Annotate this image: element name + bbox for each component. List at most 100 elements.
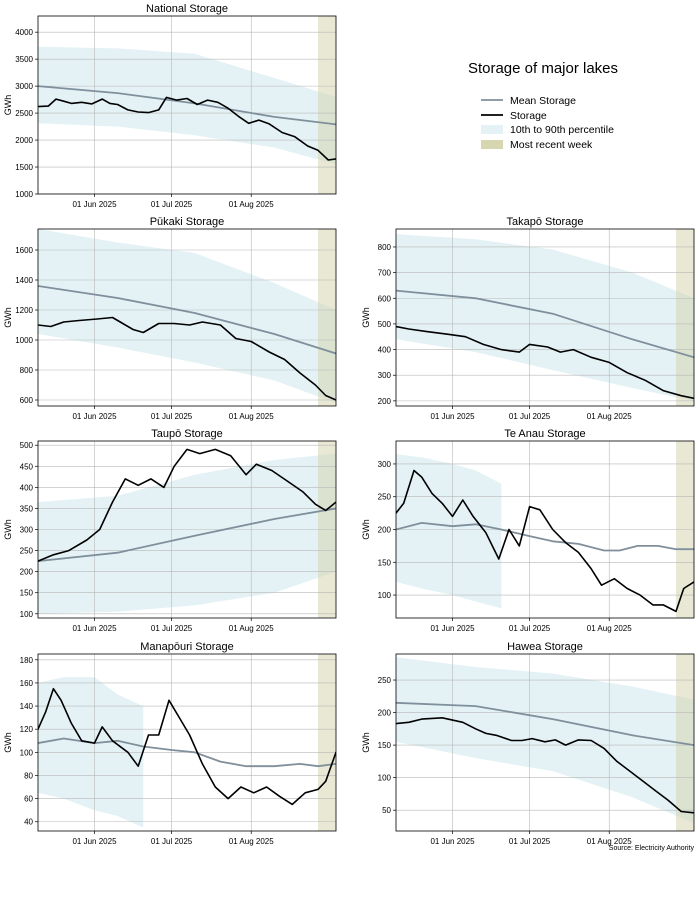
plot-area — [38, 229, 336, 406]
x-tick-label: 01 Jul 2025 — [151, 412, 193, 421]
legend-item-storage: Storage — [481, 110, 547, 122]
y-tick-label: 80 — [24, 771, 33, 780]
y-tick-label: 100 — [378, 591, 392, 600]
storage-line — [38, 687, 336, 806]
y-tick-label: 1600 — [15, 246, 33, 255]
x-tick-label: 01 Jun 2025 — [72, 837, 117, 846]
y-tick-label: 200 — [20, 568, 34, 577]
percentile-band — [38, 229, 336, 403]
chart-panels: 1000 1500 2000 2500 3000 3500 4000 01 Jun 2025 0… — [3, 3, 695, 846]
plot-frame — [37, 228, 337, 407]
x-tick-label: 01 Jul 2025 — [509, 837, 551, 846]
y-tick-label: 300 — [378, 371, 392, 380]
x-tick-label: 01 Jun 2025 — [430, 412, 475, 421]
plot-frame — [37, 653, 337, 832]
y-tick-label: 250 — [378, 676, 392, 685]
mean-storage-line — [38, 507, 336, 562]
storage-line — [396, 717, 694, 814]
recent-week-shade — [676, 654, 694, 831]
plot-frame — [395, 653, 695, 832]
y-axis-label: GWh — [361, 307, 371, 328]
x-tick-label: 01 Jun 2025 — [72, 624, 117, 633]
y-tick-label: 1500 — [15, 163, 33, 172]
y-tick-label: 150 — [378, 741, 392, 750]
y-tick-label: 1000 — [15, 190, 33, 199]
y-tick-label: 450 — [20, 462, 34, 471]
x-tick-label: 01 Jul 2025 — [151, 837, 193, 846]
panel-title: Taupō Storage — [151, 428, 223, 440]
y-tick-label: 4000 — [15, 28, 33, 37]
y-tick-label: 400 — [378, 346, 392, 355]
storage-line — [396, 469, 694, 613]
y-tick-label: 160 — [20, 679, 34, 688]
x-tick-label: 01 Jun 2025 — [72, 412, 117, 421]
legend-recent-week-swatch — [481, 140, 503, 149]
y-axis-label: GWh — [3, 519, 13, 540]
storage-line — [38, 96, 336, 161]
mean-storage-line — [396, 701, 694, 746]
mean-storage-line — [396, 289, 694, 359]
y-tick-label: 700 — [378, 269, 392, 278]
x-tick-label: 01 Aug 2025 — [587, 624, 632, 633]
recent-week-shade — [318, 654, 336, 831]
y-tick-label: 1200 — [15, 306, 33, 315]
legend-item-mean-storage: Mean Storage — [481, 95, 576, 107]
y-tick-label: 250 — [20, 547, 34, 556]
y-tick-label: 300 — [20, 526, 34, 535]
plot-frame — [37, 15, 337, 195]
panel-title: National Storage — [146, 3, 228, 15]
x-tick-label: 01 Jul 2025 — [509, 412, 551, 421]
legend-label-percentile-band: 10th to 90th percentile — [510, 124, 614, 136]
plot-area — [38, 16, 336, 194]
y-tick-label: 800 — [378, 243, 392, 252]
y-tick-label: 3000 — [15, 82, 33, 91]
y-tick-label: 120 — [20, 725, 34, 734]
panel-title: Manapōuri Storage — [140, 641, 234, 653]
percentile-band — [396, 657, 694, 824]
storage-line — [38, 316, 336, 401]
legend-item-percentile-band: 10th to 90th percentile — [481, 124, 614, 136]
y-tick-label: 2500 — [15, 109, 33, 118]
panel-te-anau-storage: 100 150 200 250 300 01 Jun 2025 01 Jul 2025 01 … — [361, 428, 695, 633]
y-axis-label: GWh — [3, 732, 13, 753]
legend: Storage of major lakes Mean Storage Stor… — [468, 60, 618, 151]
panel-national-storage: 1000 1500 2000 2500 3000 3500 4000 01 Jun 2025 0… — [3, 3, 337, 209]
y-tick-label: 800 — [20, 366, 34, 375]
y-tick-label: 200 — [378, 526, 392, 535]
storage-line — [38, 448, 336, 562]
y-tick-label: 400 — [20, 483, 34, 492]
recent-week-shade — [318, 16, 336, 194]
plot-area — [396, 441, 694, 618]
x-tick-label: 01 Aug 2025 — [229, 200, 274, 209]
legend-label-recent-week: Most recent week — [510, 139, 593, 151]
x-tick-label: 01 Jun 2025 — [430, 837, 475, 846]
y-tick-label: 1000 — [15, 336, 33, 345]
panel-title: Takapō Storage — [506, 216, 583, 228]
x-tick-label: 01 Aug 2025 — [229, 837, 274, 846]
storage-line — [396, 325, 694, 400]
percentile-band — [38, 453, 336, 614]
legend-item-recent-week: Most recent week — [481, 139, 593, 151]
y-tick-label: 500 — [20, 441, 34, 450]
y-tick-label: 250 — [378, 493, 392, 502]
y-tick-label: 600 — [20, 396, 34, 405]
y-tick-label: 100 — [378, 774, 392, 783]
y-axis-label: GWh — [3, 307, 13, 328]
y-tick-label: 180 — [20, 656, 34, 665]
y-axis-label: GWh — [3, 95, 13, 116]
x-tick-label: 01 Aug 2025 — [587, 412, 632, 421]
panel-title: Pūkaki Storage — [150, 216, 225, 228]
legend-label-mean-storage: Mean Storage — [510, 95, 576, 107]
x-tick-label: 01 Jun 2025 — [430, 624, 475, 633]
plot-area — [396, 654, 694, 831]
panel-manapouri-storage: 40 60 80 100 120 140 160 180 01 Jun 2025 01 Jul 2… — [3, 641, 337, 846]
y-tick-label: 140 — [20, 702, 34, 711]
percentile-band — [38, 46, 336, 165]
plot-area — [38, 654, 336, 831]
plot-area — [38, 441, 336, 618]
y-tick-label: 300 — [378, 460, 392, 469]
y-tick-label: 350 — [20, 504, 34, 513]
y-tick-label: 150 — [20, 589, 34, 598]
panel-title: Te Anau Storage — [504, 428, 585, 440]
panel-pukaki-storage: 600 800 1000 1200 1400 1600 01 Jun 2025 01 Jul … — [3, 216, 337, 421]
